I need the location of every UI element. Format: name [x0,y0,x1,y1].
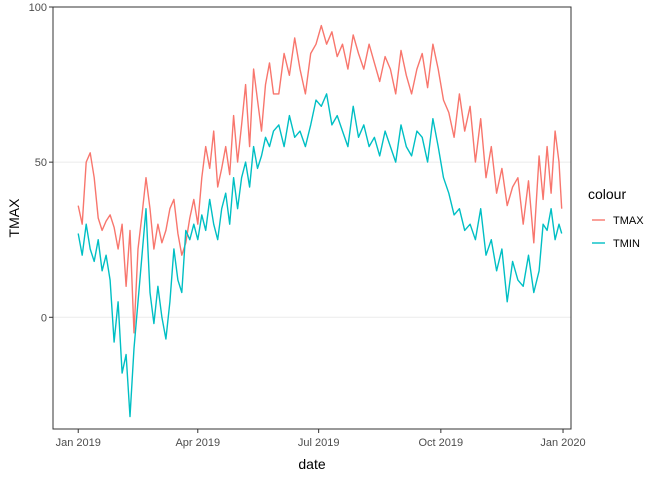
series-lines [77,24,563,418]
x-tick-label: Apr 2019 [175,437,220,449]
panel-background [53,7,571,429]
legend: colour TMAX TMIN [588,186,644,251]
y-tick-label: 100 [29,2,47,14]
series-line-tmax [77,24,563,334]
x-tick-label: Jan 2020 [540,437,585,449]
legend-label-tmax: TMAX [613,215,644,227]
y-axis-ticks: 0 50 100 [29,2,53,324]
panel-border [52,6,572,430]
y-tick-label: 50 [35,157,47,169]
series-line-tmin [77,93,563,418]
legend-title: colour [588,186,626,202]
x-axis-title: date [298,456,325,472]
x-tick-label: Jan 2019 [56,437,101,449]
y-axis-title: TMAX [6,198,22,238]
x-axis-ticks: Jan 2019 Apr 2019 Jul 2019 Oct 2019 Jan 2020 [56,429,586,449]
x-tick-label: Oct 2019 [419,437,464,449]
y-tick-label: 0 [41,312,47,324]
legend-label-tmin: TMIN [613,238,640,250]
x-tick-label: Jul 2019 [298,437,340,449]
